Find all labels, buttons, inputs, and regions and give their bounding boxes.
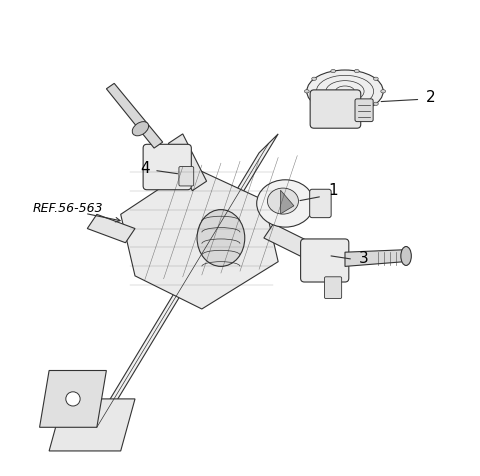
Ellipse shape bbox=[331, 110, 336, 113]
FancyBboxPatch shape bbox=[310, 90, 361, 128]
Ellipse shape bbox=[373, 102, 378, 106]
Ellipse shape bbox=[312, 77, 316, 80]
Polygon shape bbox=[39, 370, 107, 427]
Ellipse shape bbox=[381, 89, 385, 93]
Polygon shape bbox=[120, 167, 278, 309]
Polygon shape bbox=[345, 250, 405, 267]
FancyBboxPatch shape bbox=[300, 239, 349, 282]
Ellipse shape bbox=[373, 77, 378, 80]
Polygon shape bbox=[87, 134, 278, 437]
FancyBboxPatch shape bbox=[179, 167, 194, 186]
Ellipse shape bbox=[267, 188, 299, 214]
Polygon shape bbox=[168, 134, 206, 191]
Polygon shape bbox=[49, 399, 135, 451]
Ellipse shape bbox=[312, 102, 316, 106]
Text: 2: 2 bbox=[426, 89, 436, 105]
Polygon shape bbox=[264, 224, 312, 257]
Text: 3: 3 bbox=[360, 250, 369, 266]
Text: REF.56-563: REF.56-563 bbox=[33, 202, 103, 215]
Ellipse shape bbox=[354, 110, 359, 113]
Text: 1: 1 bbox=[328, 183, 338, 198]
FancyBboxPatch shape bbox=[143, 144, 192, 190]
Ellipse shape bbox=[197, 209, 245, 267]
Polygon shape bbox=[107, 83, 163, 148]
Ellipse shape bbox=[132, 122, 149, 136]
FancyBboxPatch shape bbox=[324, 277, 342, 298]
Ellipse shape bbox=[257, 180, 314, 227]
FancyBboxPatch shape bbox=[310, 189, 331, 218]
Polygon shape bbox=[87, 214, 135, 243]
FancyBboxPatch shape bbox=[355, 99, 373, 121]
Circle shape bbox=[66, 392, 80, 406]
Ellipse shape bbox=[331, 69, 336, 73]
Ellipse shape bbox=[304, 89, 309, 93]
Text: 4: 4 bbox=[141, 161, 150, 176]
Ellipse shape bbox=[401, 247, 411, 266]
Polygon shape bbox=[281, 190, 294, 214]
Ellipse shape bbox=[307, 70, 383, 113]
Ellipse shape bbox=[354, 69, 359, 73]
